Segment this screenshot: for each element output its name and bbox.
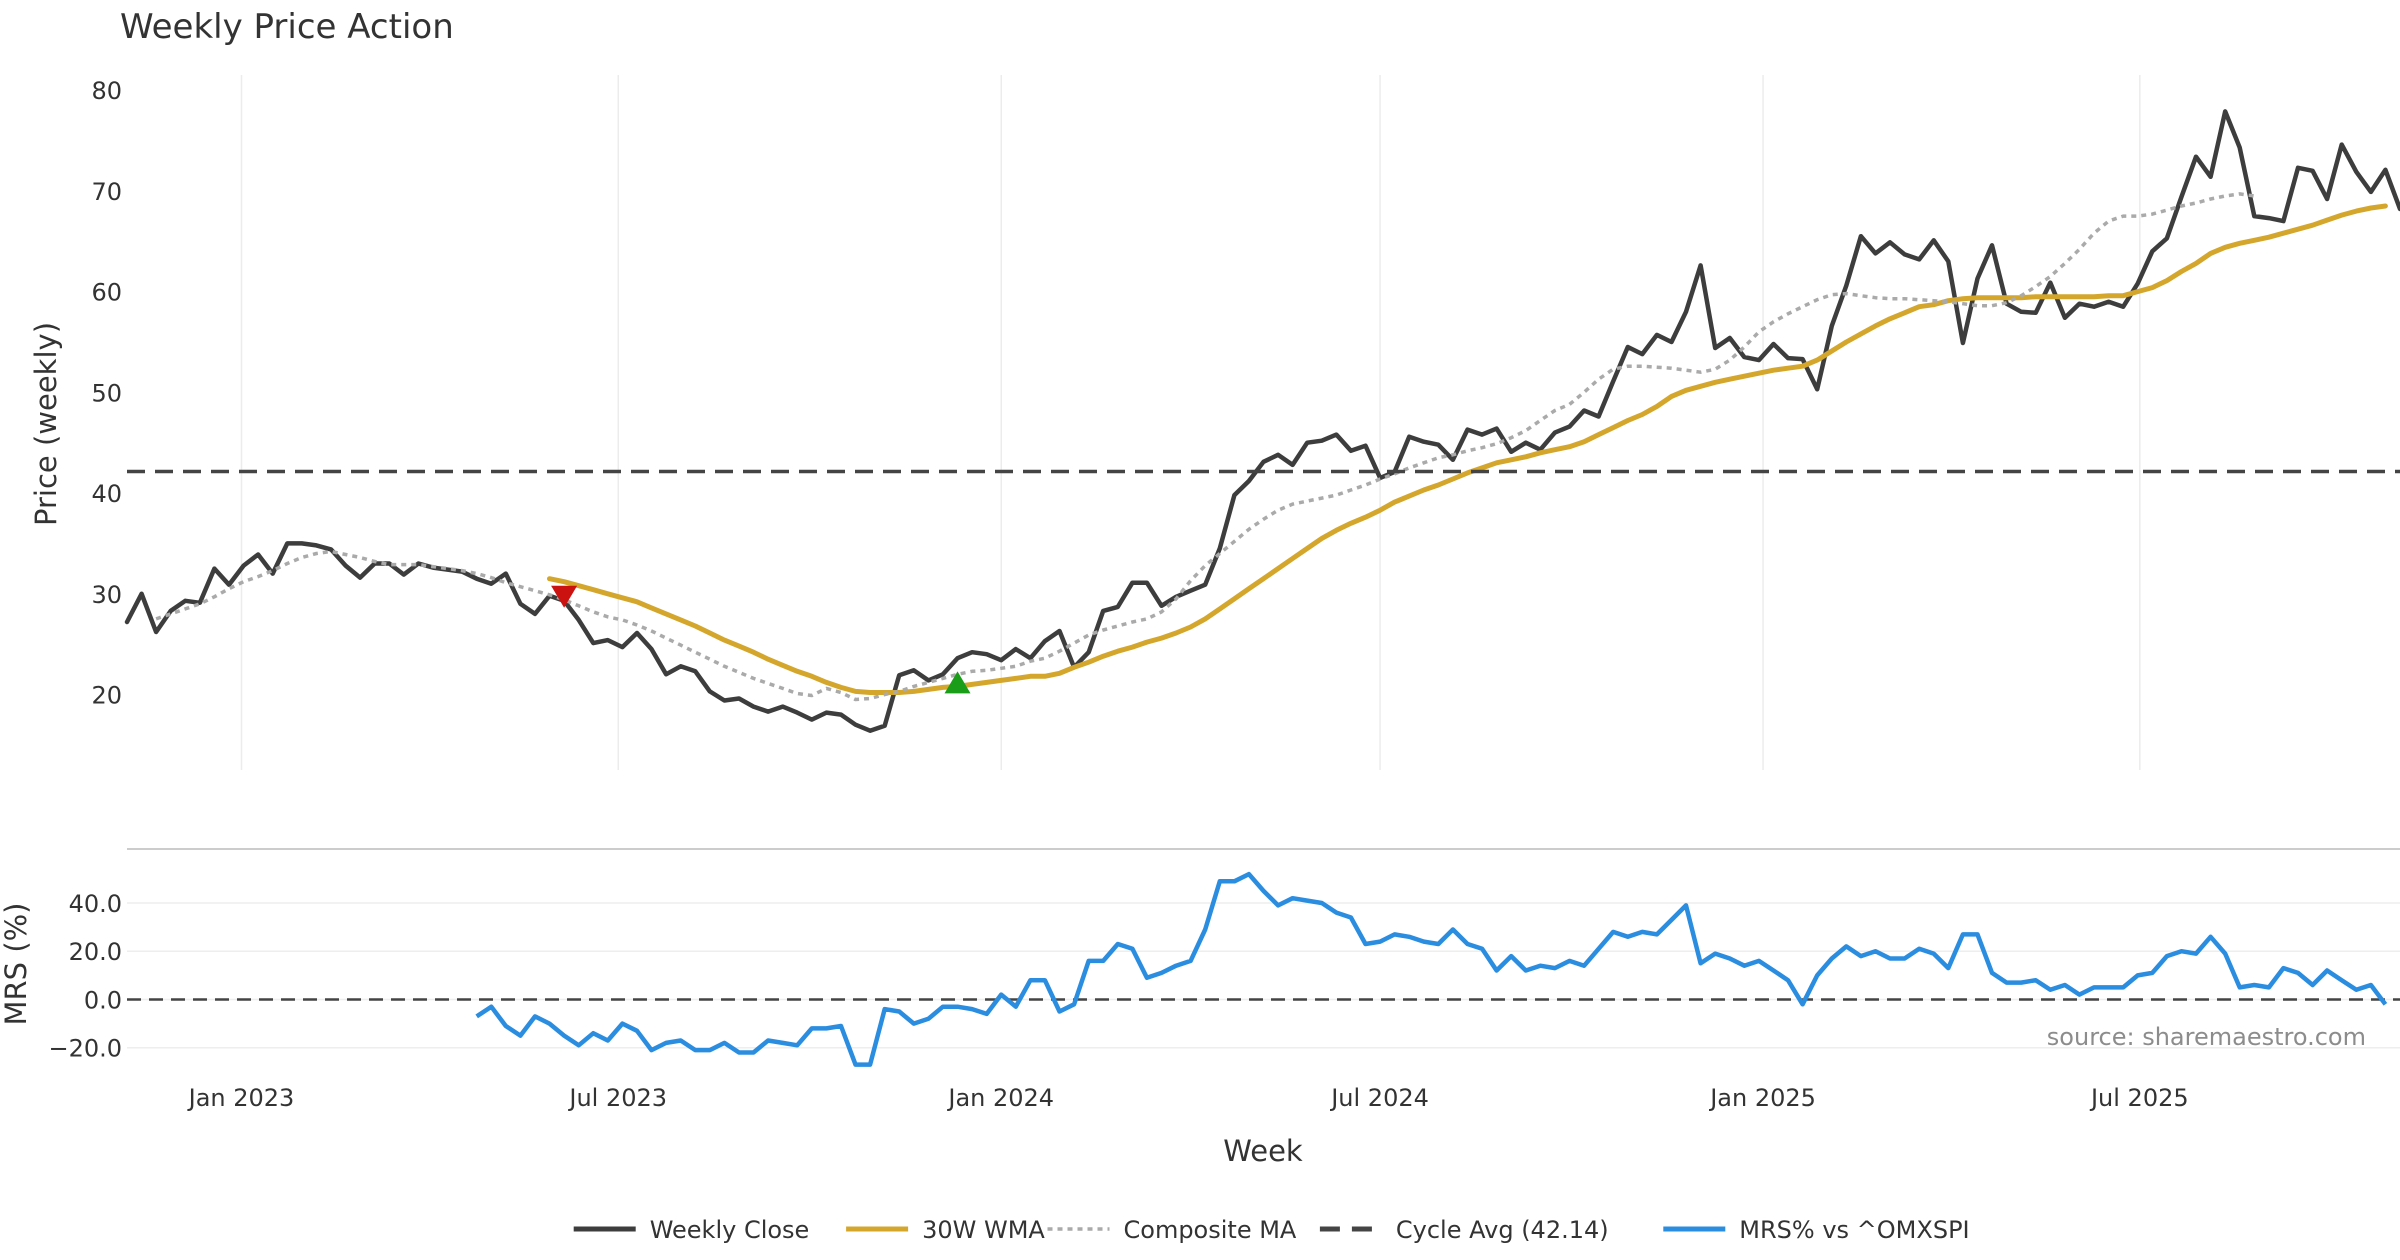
composite-ma-line <box>155 192 2255 702</box>
price-y-tick-label: 70 <box>91 178 122 206</box>
legend-label: Cycle Avg (42.14) <box>1396 1216 1609 1244</box>
legend-item: MRS% vs ^OMXSPI <box>1663 1216 1970 1244</box>
price-y-tick-label: 50 <box>91 379 122 407</box>
mrs-y-tick-label: 40.0 <box>69 890 122 918</box>
price-y-tick-label: 80 <box>91 77 122 105</box>
signal-markers <box>551 585 971 694</box>
mrs-y-ticks: 40.0 20.0 0.0 −20.0 <box>48 890 122 1063</box>
price-gridlines <box>240 75 2141 770</box>
sell-signal-marker <box>551 585 578 608</box>
legend-item: Cycle Avg (42.14) <box>1319 1216 1609 1244</box>
chart-title: Weekly Price Action <box>120 7 454 47</box>
legend-item: Weekly Close <box>573 1216 810 1244</box>
mrs-line <box>475 871 2388 1067</box>
price-series <box>124 109 2400 733</box>
x-tick-label: Jul 2025 <box>2089 1084 2189 1112</box>
buy-signal-marker <box>944 671 971 694</box>
legend-item: Composite MA <box>1047 1216 1297 1244</box>
mrs-y-axis-label: MRS (%) <box>0 903 33 1026</box>
legend-label: Composite MA <box>1124 1216 1297 1244</box>
x-tick-label: Jan 2024 <box>946 1084 1054 1112</box>
x-tick-label: Jul 2023 <box>567 1084 667 1112</box>
mrs-y-tick-label: 20.0 <box>69 938 122 966</box>
price-y-ticks: 20 30 40 50 60 70 80 <box>91 77 122 709</box>
x-tick-label: Jan 2025 <box>1708 1084 1816 1112</box>
mrs-y-tick-label: 0.0 <box>84 986 122 1014</box>
x-tick-label: Jul 2024 <box>1329 1084 1429 1112</box>
source-credit: source: sharemaestro.com <box>2047 1023 2366 1051</box>
mrs-series <box>127 871 2400 1067</box>
x-ticks: Jan 2023 Jul 2023 Jan 2024 Jul 2024 Jan 2025… <box>187 1084 2189 1112</box>
legend-label: MRS% vs ^OMXSPI <box>1739 1216 1969 1244</box>
30w-wma-line <box>547 203 2388 695</box>
legend-label: Weekly Close <box>650 1216 810 1244</box>
price-y-tick-label: 40 <box>91 480 122 508</box>
x-tick-label: Jan 2023 <box>187 1084 295 1112</box>
price-y-tick-label: 30 <box>91 581 122 609</box>
legend-item: 30W WMA <box>846 1216 1045 1244</box>
weekly-close-line <box>124 109 2400 733</box>
x-axis-label: Week <box>1223 1134 1303 1168</box>
price-y-axis-label: Price (weekly) <box>29 322 63 526</box>
mrs-y-tick-label: −20.0 <box>48 1035 122 1063</box>
legend-label: 30W WMA <box>922 1216 1045 1244</box>
price-y-tick-label: 60 <box>91 279 122 307</box>
price-y-tick-label: 20 <box>91 681 122 709</box>
legend: Weekly Close 30W WMA Composite MA Cycle Avg… <box>573 1216 1970 1244</box>
